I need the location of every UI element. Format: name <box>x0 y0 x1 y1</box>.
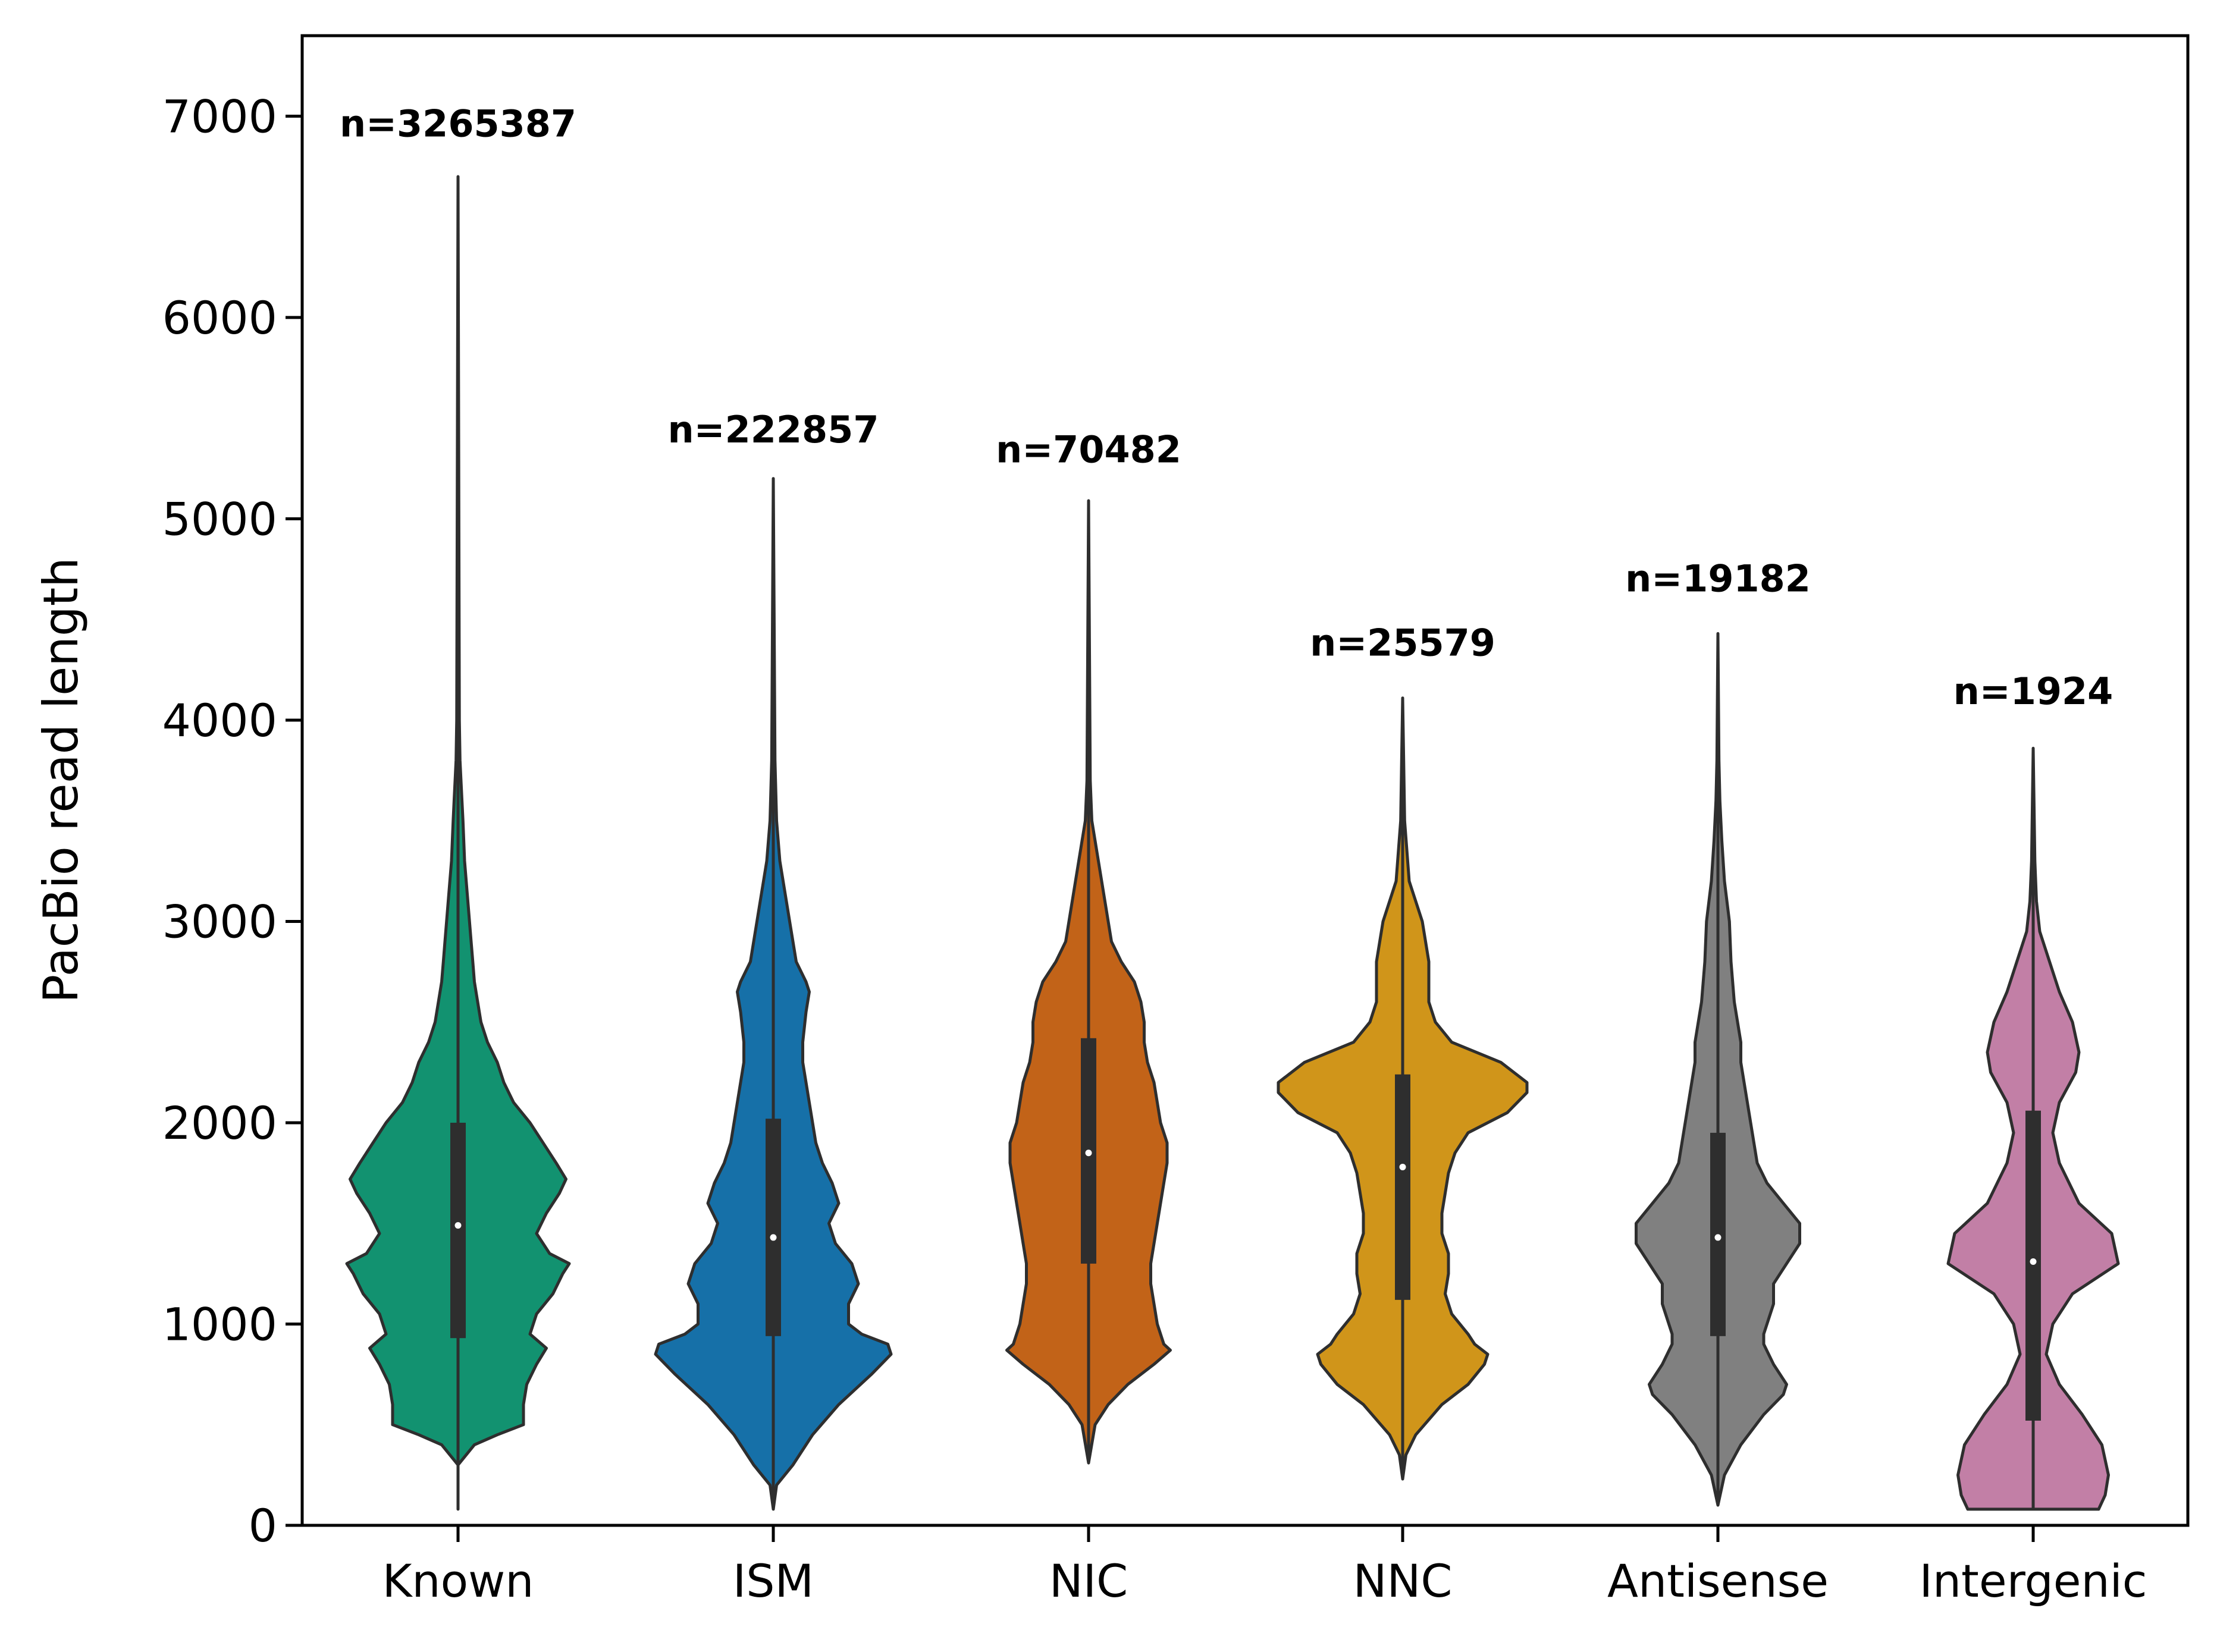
x-tick-label-nic: NIC <box>1049 1554 1128 1607</box>
y-tick-label-4000: 4000 <box>162 694 277 747</box>
n-label-known: n=3265387 <box>340 102 576 145</box>
x-tick-label-ism: ISM <box>733 1554 814 1607</box>
x-tick-label-nnc: NNC <box>1353 1554 1453 1607</box>
median-dot-known <box>454 1222 462 1229</box>
median-dot-antisense <box>1714 1234 1721 1241</box>
y-axis-title: PacBio read length <box>33 557 89 1003</box>
y-tick-label-1000: 1000 <box>162 1298 277 1351</box>
inner-boxes-layer <box>450 176 2041 1509</box>
iqr-box-nnc <box>1395 1074 1410 1300</box>
median-dot-intergenic <box>2030 1258 2037 1265</box>
n-label-intergenic: n=1924 <box>1953 670 2113 713</box>
n-label-ism: n=222857 <box>668 408 879 451</box>
x-tick-label-intergenic: Intergenic <box>1919 1554 2147 1607</box>
x-tick-label-antisense: Antisense <box>1607 1554 1829 1607</box>
iqr-box-ism <box>766 1119 781 1336</box>
x-axis: Known ISM NIC NNC Antisense Intergenic <box>382 1525 2147 1607</box>
median-dot-ism <box>770 1234 777 1241</box>
sample-size-labels: n=3265387 n=222857 n=70482 n=25579 n=19182 n=… <box>340 102 2113 713</box>
n-label-antisense: n=19182 <box>1625 557 1811 600</box>
n-label-nic: n=70482 <box>996 428 1181 472</box>
n-label-nnc: n=25579 <box>1310 621 1495 665</box>
y-tick-label-6000: 6000 <box>162 291 277 344</box>
y-axis: 0 1000 2000 3000 4000 5000 6000 7000 <box>162 90 302 1552</box>
median-dot-nnc <box>1399 1163 1406 1170</box>
iqr-box-intergenic <box>2025 1110 2041 1421</box>
violins-layer <box>345 175 2120 1511</box>
y-tick-label-3000: 3000 <box>162 895 277 948</box>
y-tick-label-2000: 2000 <box>162 1097 277 1150</box>
y-tick-label-7000: 7000 <box>162 90 277 143</box>
median-dot-nic <box>1085 1150 1092 1157</box>
y-tick-label-0: 0 <box>249 1499 277 1552</box>
y-tick-label-5000: 5000 <box>162 492 277 545</box>
plot-frame <box>300 34 2190 1527</box>
iqr-box-known <box>450 1122 466 1339</box>
x-tick-label-known: Known <box>382 1554 534 1607</box>
